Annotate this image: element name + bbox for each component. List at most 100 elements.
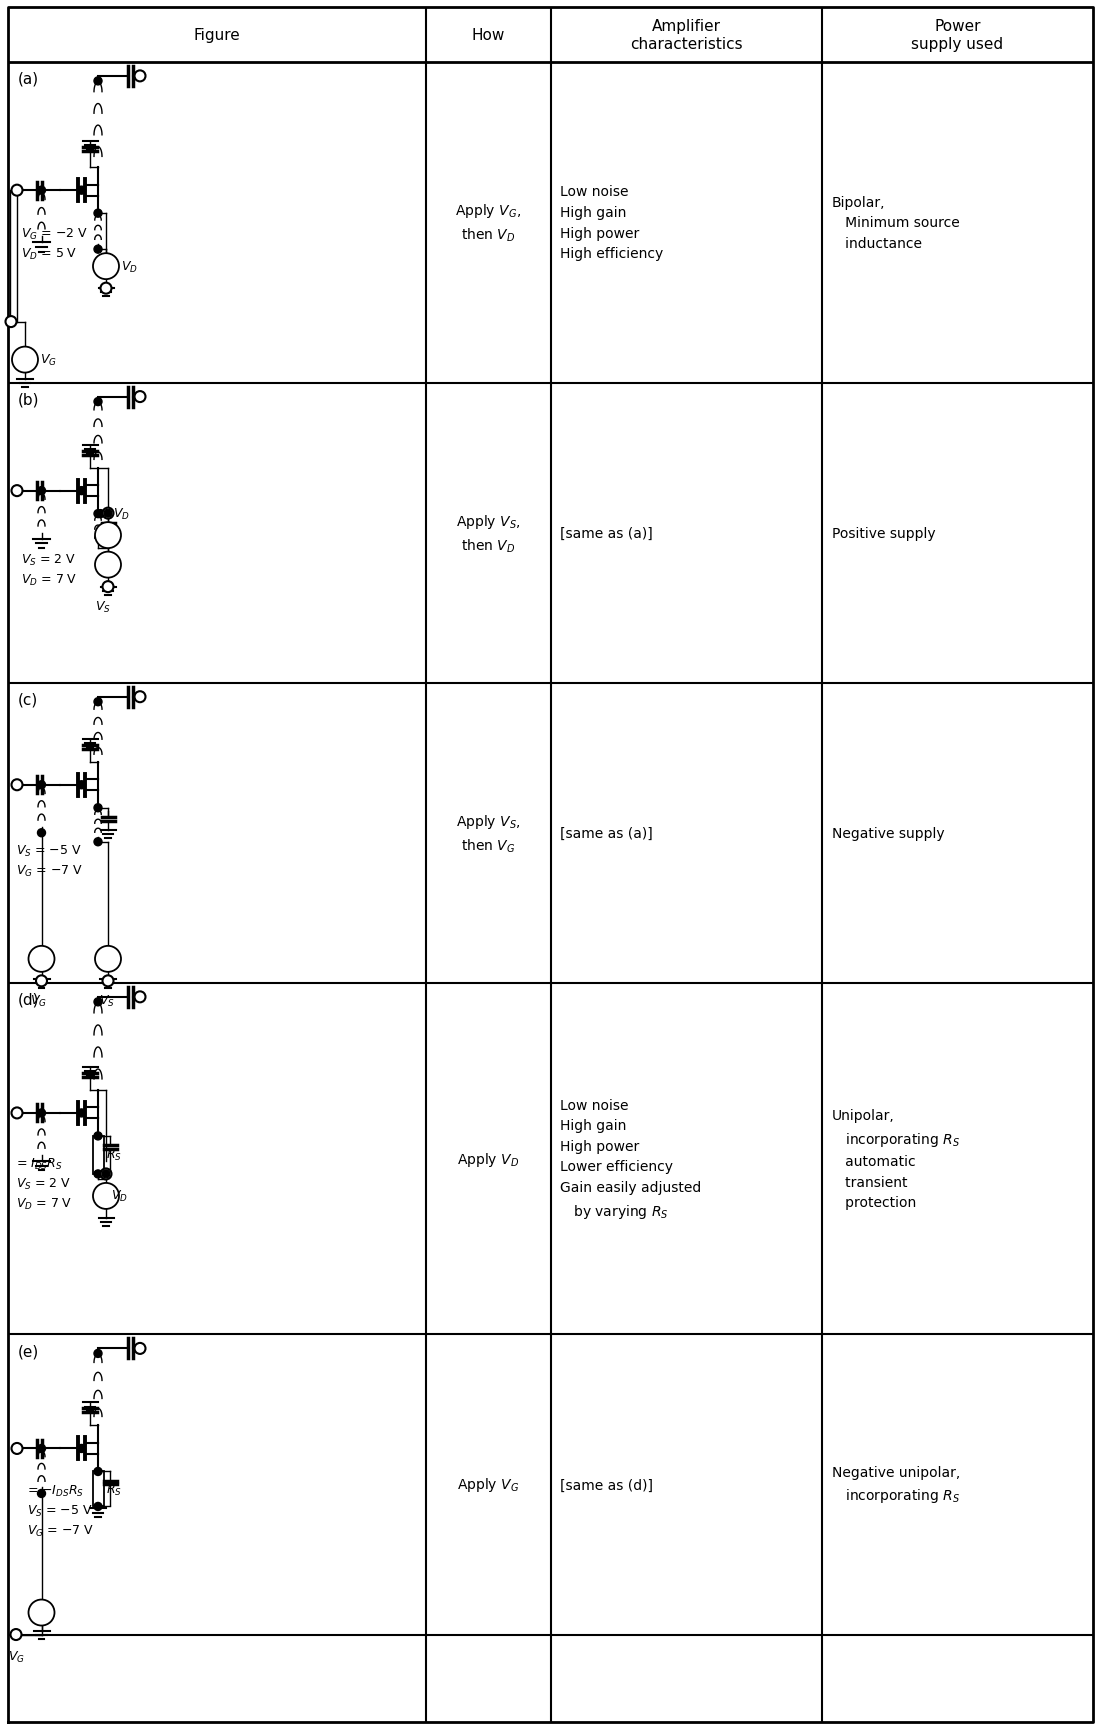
Circle shape	[94, 1169, 102, 1178]
Text: $V_S$ = 2 V: $V_S$ = 2 V	[21, 552, 76, 567]
Circle shape	[94, 246, 102, 254]
Text: How: How	[471, 28, 504, 43]
Text: = −$I_{DS}R_S$: = −$I_{DS}R_S$	[28, 1484, 84, 1498]
Text: (a): (a)	[18, 73, 40, 87]
Circle shape	[11, 1107, 22, 1119]
Text: Negative unipolar,
   incorporating $R_S$: Negative unipolar, incorporating $R_S$	[831, 1465, 960, 1505]
Text: Figure: Figure	[194, 28, 240, 43]
Circle shape	[12, 348, 39, 374]
Circle shape	[37, 1445, 45, 1453]
Circle shape	[95, 946, 121, 972]
Text: $V_S$: $V_S$	[99, 993, 115, 1009]
Bar	[92, 1137, 103, 1175]
Circle shape	[134, 692, 145, 702]
Circle shape	[11, 1443, 22, 1455]
Circle shape	[102, 581, 113, 593]
Circle shape	[94, 1503, 102, 1510]
Text: $V_G$ = −2 V: $V_G$ = −2 V	[21, 227, 88, 242]
Text: Apply $V_G$: Apply $V_G$	[457, 1476, 520, 1493]
Text: $V_D$ = 7 V: $V_D$ = 7 V	[17, 1197, 73, 1211]
Text: $V_G$: $V_G$	[40, 353, 57, 368]
Circle shape	[92, 1183, 119, 1209]
Circle shape	[29, 946, 55, 972]
Text: $V_D$: $V_D$	[113, 507, 130, 521]
Text: $R_S$: $R_S$	[106, 1147, 122, 1163]
Circle shape	[94, 1349, 102, 1358]
Text: $V_D$: $V_D$	[111, 1189, 128, 1204]
Text: [same as (a)]: [same as (a)]	[560, 827, 653, 841]
Circle shape	[11, 1630, 22, 1640]
Circle shape	[94, 699, 102, 706]
Circle shape	[37, 782, 45, 789]
Circle shape	[95, 552, 121, 578]
Text: Unipolar,
   incorporating $R_S$
   automatic
   transient
   protection: Unipolar, incorporating $R_S$ automatic …	[831, 1109, 960, 1209]
Text: Power
supply used: Power supply used	[912, 19, 1003, 52]
Text: Positive supply: Positive supply	[831, 526, 936, 540]
Circle shape	[11, 486, 22, 497]
Circle shape	[100, 284, 111, 294]
Circle shape	[36, 976, 47, 986]
Text: Apply $V_S$,
then $V_G$: Apply $V_S$, then $V_G$	[456, 813, 521, 855]
Circle shape	[94, 510, 102, 519]
Text: $V_G$ = −7 V: $V_G$ = −7 V	[17, 863, 83, 879]
Text: Negative supply: Negative supply	[831, 827, 945, 841]
Circle shape	[77, 187, 86, 195]
Circle shape	[94, 209, 102, 218]
Text: Apply $V_D$: Apply $V_D$	[457, 1150, 520, 1168]
Circle shape	[94, 398, 102, 407]
Text: $V_S$ = −5 V: $V_S$ = −5 V	[28, 1503, 92, 1519]
Text: $V_S$ = 2 V: $V_S$ = 2 V	[17, 1176, 72, 1192]
Text: [same as (a)]: [same as (a)]	[560, 526, 653, 540]
Text: Apply $V_G$,
then $V_D$: Apply $V_G$, then $V_D$	[455, 202, 521, 244]
Circle shape	[134, 1342, 145, 1355]
Circle shape	[37, 1490, 45, 1498]
Bar	[92, 1472, 103, 1507]
Circle shape	[102, 1169, 110, 1178]
Circle shape	[11, 185, 22, 197]
Circle shape	[92, 254, 119, 280]
Text: Bipolar,
   Minimum source
   inductance: Bipolar, Minimum source inductance	[831, 195, 959, 251]
Circle shape	[94, 839, 102, 846]
Circle shape	[94, 1131, 102, 1140]
Text: = $I_{DS}R_S$: = $I_{DS}R_S$	[17, 1157, 63, 1171]
Text: (d): (d)	[18, 993, 40, 1007]
Circle shape	[77, 782, 86, 789]
Circle shape	[37, 488, 45, 495]
Circle shape	[94, 804, 102, 813]
Circle shape	[11, 780, 22, 791]
Circle shape	[102, 976, 113, 986]
Circle shape	[6, 317, 17, 329]
Circle shape	[134, 393, 145, 403]
Circle shape	[77, 1445, 86, 1453]
Text: $V_S$: $V_S$	[95, 599, 111, 614]
Text: $V_G$: $V_G$	[30, 993, 47, 1009]
Text: $V_G$ = −7 V: $V_G$ = −7 V	[28, 1524, 94, 1538]
Text: $V_D$: $V_D$	[121, 260, 138, 275]
Text: $V_S$ = −5 V: $V_S$ = −5 V	[17, 843, 81, 858]
Circle shape	[134, 71, 145, 83]
Circle shape	[94, 998, 102, 1007]
Circle shape	[95, 522, 121, 548]
Circle shape	[103, 510, 112, 517]
Circle shape	[94, 1467, 102, 1476]
Text: $V_D$ = 7 V: $V_D$ = 7 V	[21, 573, 77, 586]
Circle shape	[37, 1109, 45, 1118]
Text: $V_G$: $V_G$	[8, 1649, 24, 1664]
Text: $V_D$ = 5 V: $V_D$ = 5 V	[21, 246, 77, 261]
Text: Low noise
High gain
High power
Lower efficiency
Gain easily adjusted
   by varyi: Low noise High gain High power Lower eff…	[560, 1099, 701, 1220]
Text: Apply $V_S$,
then $V_D$: Apply $V_S$, then $V_D$	[456, 512, 521, 554]
Circle shape	[37, 187, 45, 195]
Text: (e): (e)	[18, 1344, 40, 1358]
Text: $R_S$: $R_S$	[106, 1481, 122, 1496]
Text: [same as (d)]: [same as (d)]	[560, 1477, 654, 1491]
Text: (b): (b)	[18, 393, 40, 407]
Circle shape	[77, 488, 86, 495]
Circle shape	[94, 78, 102, 86]
Circle shape	[97, 510, 105, 519]
Circle shape	[102, 509, 113, 519]
Circle shape	[29, 1600, 55, 1626]
Text: (c): (c)	[18, 692, 39, 708]
Circle shape	[134, 991, 145, 1003]
Text: Amplifier
characteristics: Amplifier characteristics	[630, 19, 742, 52]
Circle shape	[100, 1169, 111, 1180]
